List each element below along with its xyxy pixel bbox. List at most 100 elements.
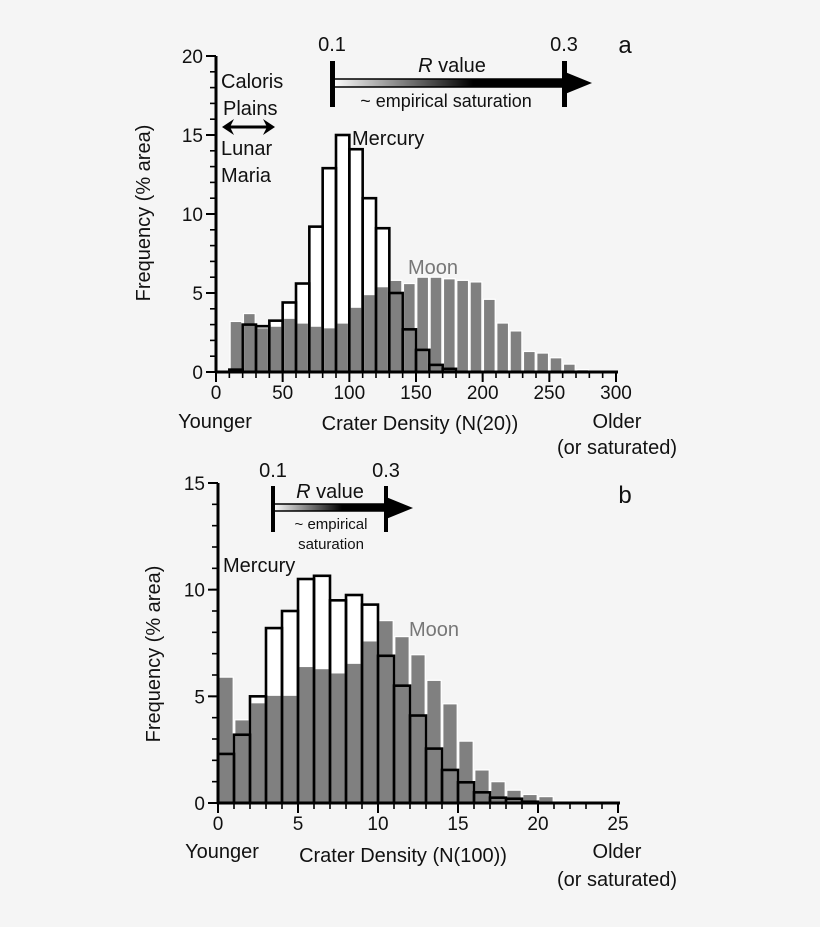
moon-bar (378, 619, 394, 804)
moon-bar (336, 322, 350, 373)
maria-label: Maria (221, 165, 272, 187)
r-scale-note-b2: saturation (298, 536, 364, 553)
moon-bar (309, 325, 323, 373)
r-scale-left-b: 0.1 (259, 460, 287, 482)
moon-bar (490, 781, 506, 804)
x-tick-label: 300 (600, 383, 632, 404)
moon-bar (394, 635, 410, 804)
x-tick-label: 5 (293, 814, 304, 835)
caloris-maria-annotation: Caloris Plains Lunar Maria (221, 71, 283, 187)
y-axis-title-a: Frequency (% area) (133, 125, 155, 302)
moon-bar (256, 327, 270, 373)
x-axis-title-a: Crater Density (N(20)) (322, 413, 519, 435)
y-tick-label: 15 (182, 126, 203, 147)
moon-bar (346, 662, 362, 804)
saturated-note-b: (or saturated) (557, 869, 677, 891)
series-label-mercury-b: Mercury (223, 555, 295, 577)
moon-bar (458, 740, 474, 804)
moon-bar (282, 694, 298, 804)
moon-bar (362, 293, 376, 373)
x-tick-label: 50 (272, 383, 293, 404)
series-label-moon-a: Moon (408, 257, 458, 279)
r-value-scale-b: 0.1 0.3 R value ~ empirical saturation (259, 460, 413, 553)
plains-label: Plains (223, 98, 277, 120)
moon-bar (250, 702, 266, 804)
moon-bar (229, 320, 243, 373)
x-tick-label: 10 (367, 814, 388, 835)
moon-bar (298, 665, 314, 804)
moon-bar (522, 350, 536, 373)
r-value-scale-a: 0.1 0.3 R value ~ empirical saturation (318, 34, 592, 111)
r-scale-title-a: R value (418, 55, 486, 77)
caloris-label: Caloris (221, 71, 283, 93)
x-tick-label: 0 (213, 814, 224, 835)
moon-bar (376, 286, 390, 373)
panel-b-axes: 0 5 10 15 20 25 0 5 10 15 (184, 474, 629, 835)
panel-b: 0 5 10 15 20 25 0 5 10 15 b Frequency (% area) Cr… (143, 460, 677, 891)
r-scale-title-b: R value (296, 481, 364, 503)
panel-a: 0 50 100 150 200 250 300 0 5 10 15 20 a Frequency (… (133, 32, 677, 459)
panel-a-axes: 0 50 100 150 200 250 300 0 5 10 15 20 (182, 47, 632, 404)
moon-bar (506, 789, 522, 804)
panel-label-a: a (618, 32, 632, 59)
y-tick-label: 10 (184, 581, 205, 602)
x-tick-label: 0 (211, 383, 222, 404)
younger-note-a: Younger (178, 411, 252, 433)
panel-a-bars (228, 133, 590, 374)
moon-bar (429, 276, 443, 373)
moon-bar (474, 769, 490, 804)
moon-bar (442, 703, 458, 804)
moon-bar (442, 278, 456, 373)
x-tick-label: 20 (527, 814, 548, 835)
x-tick-label: 25 (607, 814, 628, 835)
series-label-mercury-a: Mercury (352, 128, 424, 150)
moon-bar (416, 276, 430, 373)
y-tick-label: 10 (182, 205, 203, 226)
x-tick-label: 250 (533, 383, 565, 404)
moon-bar (482, 298, 496, 373)
r-scale-left-a: 0.1 (318, 34, 346, 56)
moon-bar (469, 281, 483, 373)
moon-bar (296, 322, 310, 373)
moon-bar (218, 676, 234, 804)
y-tick-label: 15 (184, 474, 205, 495)
moon-bar (496, 322, 510, 373)
series-label-moon-b: Moon (409, 619, 459, 641)
lunar-label: Lunar (221, 138, 272, 160)
moon-bar (269, 325, 283, 373)
r-scale-right-b: 0.3 (372, 460, 400, 482)
y-tick-label: 0 (194, 794, 205, 815)
y-tick-label: 5 (194, 687, 205, 708)
moon-bar (410, 654, 426, 804)
y-tick-label: 0 (192, 363, 203, 384)
r-scale-right-a: 0.3 (550, 34, 578, 56)
y-tick-label: 5 (192, 284, 203, 305)
moon-bar (509, 330, 523, 373)
older-note-a: Older (593, 411, 642, 433)
moon-bar (402, 282, 416, 373)
mercury-bar-fill (322, 168, 336, 372)
moon-bar (242, 312, 256, 373)
moon-bar (362, 640, 378, 804)
moon-bar (549, 357, 563, 373)
x-tick-label: 200 (467, 383, 499, 404)
x-tick-label: 150 (400, 383, 432, 404)
x-axis-title-b: Crater Density (N(100)) (299, 845, 507, 867)
moon-bar (536, 352, 550, 373)
y-axis-title-b: Frequency (% area) (143, 566, 165, 743)
older-note-b: Older (593, 841, 642, 863)
panel-label-b: b (618, 482, 631, 509)
younger-note-b: Younger (185, 841, 259, 863)
moon-bar (349, 306, 363, 373)
panel-b-bars (216, 574, 618, 805)
mercury-bar-fill (336, 135, 350, 372)
moon-bar (234, 719, 250, 804)
saturated-note-a: (or saturated) (557, 437, 677, 459)
moon-bar (322, 327, 336, 373)
moon-bar (426, 679, 442, 804)
moon-bar (266, 694, 282, 804)
moon-bar (330, 672, 346, 804)
r-scale-note-a: ~ empirical saturation (360, 91, 532, 111)
x-tick-label: 15 (447, 814, 468, 835)
